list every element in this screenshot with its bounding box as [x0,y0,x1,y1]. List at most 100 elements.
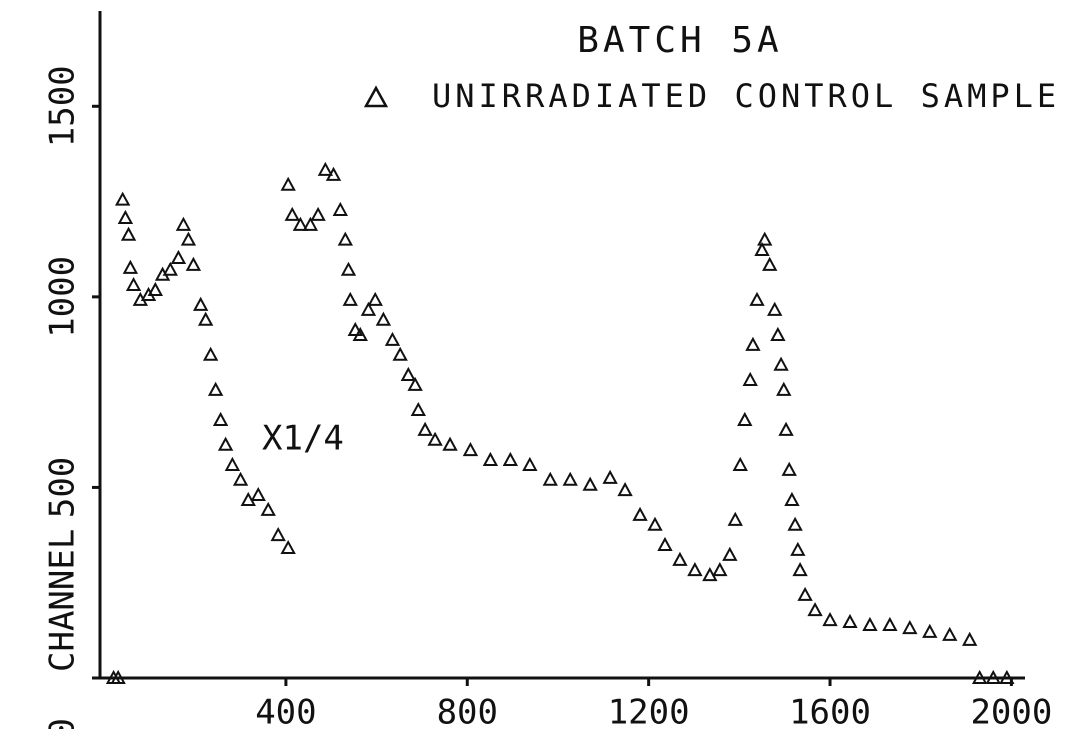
point [417,421,433,436]
point [942,626,958,641]
point [442,436,458,451]
point [175,216,192,231]
legend-label: UNIRRADIATED CONTROL SAMPLE [432,77,1060,115]
point [284,206,300,221]
y-tick-label: 0 [43,718,83,729]
point [961,631,978,646]
y-tick-label: 1000 [43,256,83,338]
point [602,469,618,484]
point [742,371,758,386]
point [367,291,383,306]
point [117,209,134,224]
point [192,296,209,311]
point [250,486,266,502]
point [162,261,178,276]
y-tick-label: 500 [43,457,83,518]
point [400,366,417,381]
point [292,216,309,231]
x-tick-label: 1200 [608,693,690,729]
point [757,231,773,246]
point [749,291,765,306]
point [392,346,408,361]
point [114,191,131,206]
point [582,476,598,491]
point [120,226,137,241]
point [790,541,806,556]
point [807,602,823,617]
point [332,201,349,216]
point [407,376,423,391]
point [110,669,126,684]
point [427,431,443,446]
point [342,291,358,306]
point [302,216,319,231]
point [502,451,519,466]
point [562,471,578,486]
point [617,482,633,497]
point [337,231,353,246]
point [270,526,286,542]
point [778,421,794,436]
point [657,536,673,551]
chart-title: BATCH 5A [577,20,782,61]
point [197,311,214,326]
point [781,461,797,476]
point [722,546,738,561]
point [280,539,296,555]
point [260,501,276,516]
point [632,506,648,521]
point [482,451,499,466]
point [310,206,326,221]
point [185,256,202,271]
point [762,256,778,271]
point [360,301,377,316]
point [985,669,1001,684]
point [732,456,748,471]
point [776,381,792,396]
point [217,436,234,451]
point [347,321,363,337]
point [792,562,808,577]
point [317,161,334,176]
point [232,471,249,486]
y-tick-label: 1500 [43,65,83,147]
point [340,261,357,276]
point [784,491,800,507]
point [462,441,479,457]
x-tick-label: 2000 [970,693,1052,729]
point [122,259,139,274]
point [240,491,256,507]
x-tick-label: 400 [255,693,316,729]
point [770,326,786,341]
point [902,619,918,635]
annotation: X1/4 [262,419,344,459]
point [797,586,813,601]
point [737,411,753,426]
point [280,176,296,191]
point [147,281,164,296]
x-tick-label: 1600 [789,693,871,729]
point [325,166,342,181]
point [773,356,789,371]
point [702,567,718,582]
point [384,331,401,346]
point [712,562,728,577]
legend-marker [363,85,389,108]
point [727,511,743,526]
point [207,381,224,396]
x-tick-label: 800 [437,693,498,729]
point [522,456,538,471]
point [687,562,703,577]
point [224,456,241,471]
point [787,516,803,531]
point [170,249,187,264]
point [822,611,838,627]
point [352,326,368,341]
point [882,616,898,632]
point [202,346,219,361]
point [180,231,197,246]
point [767,301,783,316]
point [212,411,229,426]
point [647,516,663,531]
